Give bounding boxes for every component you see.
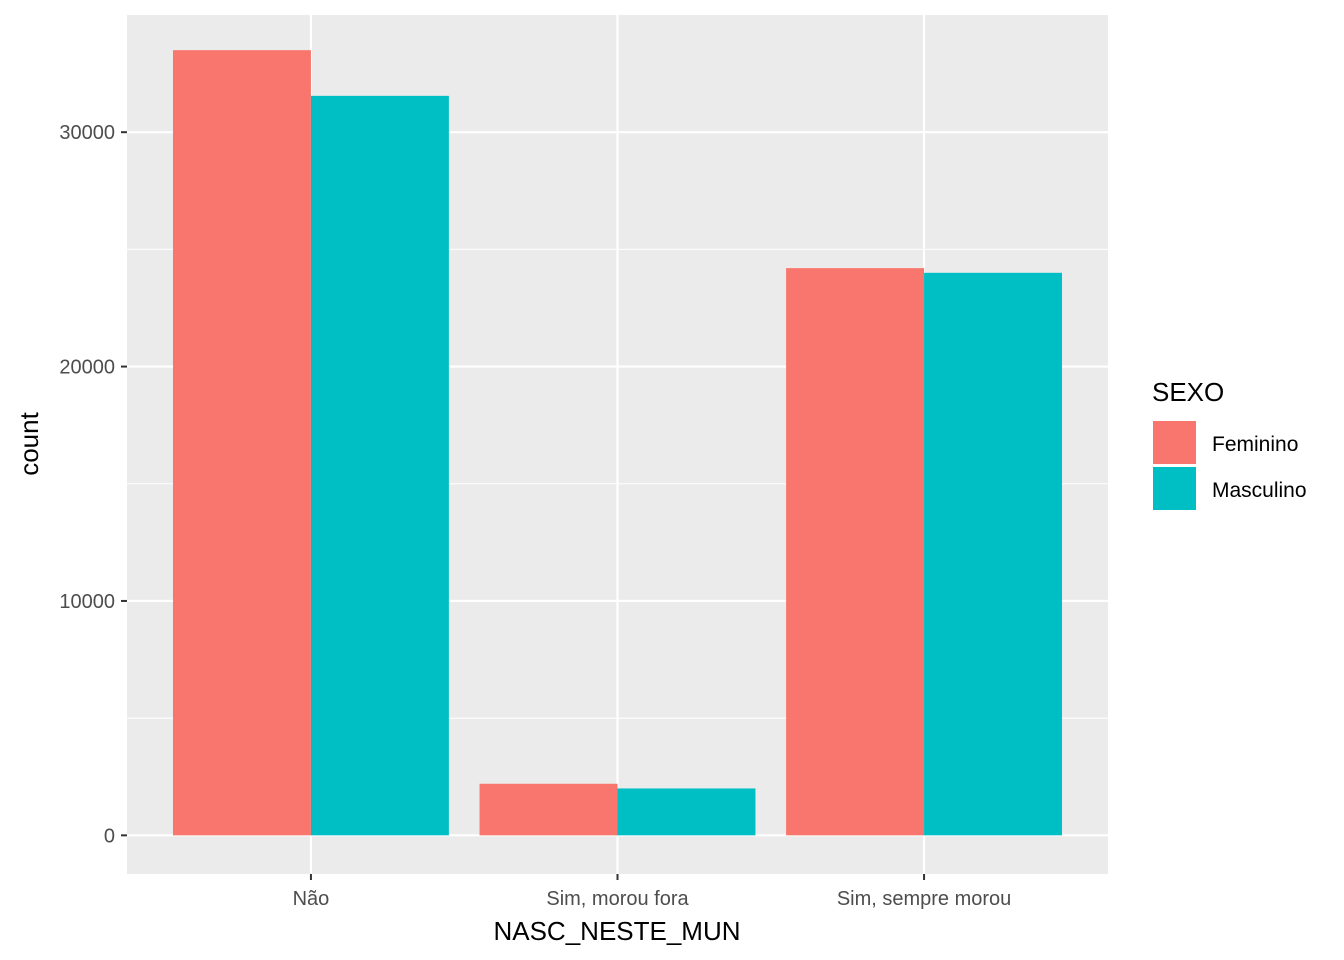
bar-feminino-1 [479,783,618,836]
legend-label-feminino: Feminino [1212,433,1298,456]
bar-feminino-2 [786,268,925,836]
x-axis-title: NASC_NESTE_MUN [493,916,740,946]
bar-masculino-1 [617,788,756,836]
y-tick-label: 10000 [59,591,115,613]
x-tick-label: Sim, morou fora [546,888,689,910]
x-tick-label: Não [293,888,330,910]
legend-title: SEXO [1152,377,1224,407]
y-axis-title: count [14,411,44,475]
bar-masculino-2 [924,272,1063,836]
x-tick-label: Sim, sempre morou [837,888,1012,910]
y-tick-label: 20000 [59,357,115,379]
legend: SEXO Feminino Masculino [1152,377,1307,510]
x-axis: Não Sim, morou fora Sim, sempre morou [293,874,1012,910]
legend-key-feminino [1153,421,1196,464]
y-tick-label: 0 [104,825,115,847]
legend-key-masculino [1153,467,1196,510]
y-tick-label: 30000 [59,122,115,144]
bars [172,50,1063,836]
bar-feminino-0 [172,50,311,836]
legend-label-masculino: Masculino [1212,479,1307,502]
bar-masculino-0 [310,95,449,836]
y-axis: 0 10000 20000 30000 [59,122,127,847]
